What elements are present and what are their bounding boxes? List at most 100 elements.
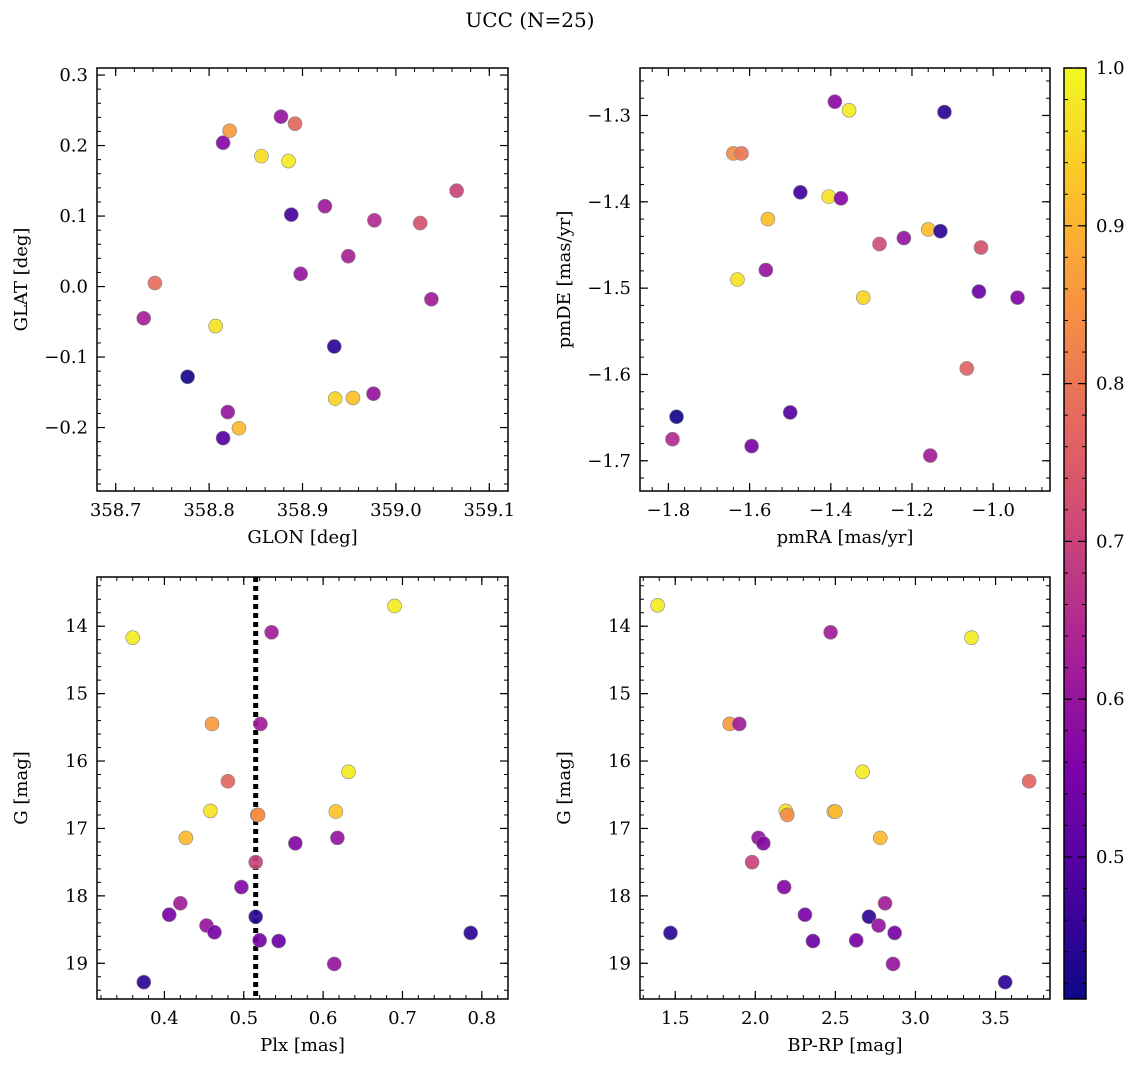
axes-frame [639,576,1051,1000]
y-tick-label: 0.1 [59,206,88,227]
scatter-point [937,104,952,120]
x-tick-label: 358.7 [90,500,142,521]
scatter-point [254,148,269,164]
scatter-point [744,854,760,870]
y-tick-label: 14 [608,616,631,637]
scatter-point [180,369,195,385]
scatter-point [248,854,263,870]
scatter-point [964,630,979,645]
scatter-point [203,803,218,819]
y-axis-label: pmDE [mas/yr] [554,211,575,349]
x-tick-label: −1.6 [728,500,772,521]
y-tick-label: 15 [65,684,88,705]
scatter-point [872,830,888,846]
scatter-point [463,925,479,941]
x-tick-label: 2.5 [821,1008,850,1029]
scatter-point [231,420,247,436]
colorbar-tick-label: 0.6 [1096,689,1125,710]
y-tick-label: 16 [65,751,88,772]
subplot-2: −1.8 −1.6 −1.4 −1.2 −1.0 −1.7 −1.6 −1.5 −1.4 −1.3… [554,67,1051,548]
colorbar-tick-label: 0.9 [1096,216,1125,237]
x-tick-label: 358.8 [183,500,235,521]
x-tick-label: 0.8 [467,1008,496,1029]
scatter-point [887,925,902,941]
x-tick-label: 359.0 [370,500,422,521]
scatter-point [250,807,266,823]
scatter-point [252,933,267,948]
subplot-1: 358.7 358.8 358.9 359.0 359.1 −0.2 −0.1 0.0 0.1 0… [11,65,515,548]
scatter-point [841,103,857,118]
scatter-point [424,291,439,307]
scatter-point [248,909,263,925]
scatter-point [877,895,893,911]
scatter-point [273,109,289,124]
colorbar-tick-label: 1.0 [1096,58,1125,79]
axes-frame [96,576,509,1000]
scatter-point [288,835,303,851]
subplot-4: 1.5 2.0 2.5 3.0 3.5 14 15 16 17 18 19 BP-RP [mag] G … [554,576,1051,1056]
x-tick-label: −1.4 [809,500,853,521]
scatter-point [412,215,428,231]
x-tick-label: 0.6 [309,1008,338,1029]
scatter-point [264,624,279,640]
y-tick-label: 19 [65,953,88,974]
scatter-point [136,974,152,990]
x-tick-label: 358.9 [277,500,329,521]
scatter-point [1010,290,1025,305]
scatter-point [828,804,843,819]
scatter-point [328,804,344,819]
y-tick-label: 18 [608,886,631,907]
y-axis-label: G [mag] [554,751,575,824]
y-tick-label: 18 [65,886,88,907]
scatter-point [367,212,382,228]
y-axis-label: G [mag] [11,751,32,824]
scatter-point [971,284,987,299]
scatter-point [896,230,912,246]
scatter-point [208,318,223,334]
scatter-point [920,222,936,237]
scatter-point [340,248,356,264]
scatter-point [287,116,303,131]
y-tick-label: −1.6 [587,364,631,385]
subplot-3: 0.4 0.5 0.6 0.7 0.8 14 15 16 17 18 19 Plx [mas] G [m… [11,576,509,1056]
scatter-point [782,405,798,420]
x-tick-label: 0.7 [388,1008,417,1029]
scatter-point [760,211,776,227]
scatter-point [1021,773,1037,789]
subplots: 358.7 358.8 358.9 359.0 359.1 −0.2 −0.1 0.0 0.1 0… [11,65,1051,1056]
axes-frame [639,67,1051,492]
colorbar-tick-label: 0.5 [1096,847,1125,868]
scatter-point [317,198,333,214]
y-tick-label: −1.3 [587,105,631,126]
scatter-point [136,310,152,326]
y-tick-label: 14 [65,616,88,637]
scatter-point [650,598,665,613]
scatter-point [669,409,684,425]
y-tick-label: 0.3 [59,65,88,86]
scatter-point [161,907,177,923]
scatter-point [758,262,774,278]
scatter-point [207,924,222,940]
scatter-point [330,830,345,846]
scatter-point [341,764,356,780]
scatter-point [281,153,296,169]
scatter-point [326,339,342,354]
scatter-point [253,716,268,732]
y-tick-label: 15 [608,684,631,705]
scatter-point [827,94,843,109]
scatter-point [885,956,901,972]
y-tick-label: 17 [65,818,88,839]
scatter-point [973,240,989,255]
y-tick-label: 17 [608,818,631,839]
y-tick-label: 0.0 [59,277,88,298]
y-tick-label: 19 [608,953,631,974]
scatter-point [125,630,141,645]
scatter-point [823,624,838,640]
y-tick-label: 16 [608,751,631,772]
scatter-point [147,275,163,291]
scatter-point [293,266,308,282]
colorbar-frame [1063,67,1087,1000]
scatter-point [871,918,886,933]
x-tick-label: 2.0 [741,1008,770,1029]
scatter-point [220,404,236,420]
